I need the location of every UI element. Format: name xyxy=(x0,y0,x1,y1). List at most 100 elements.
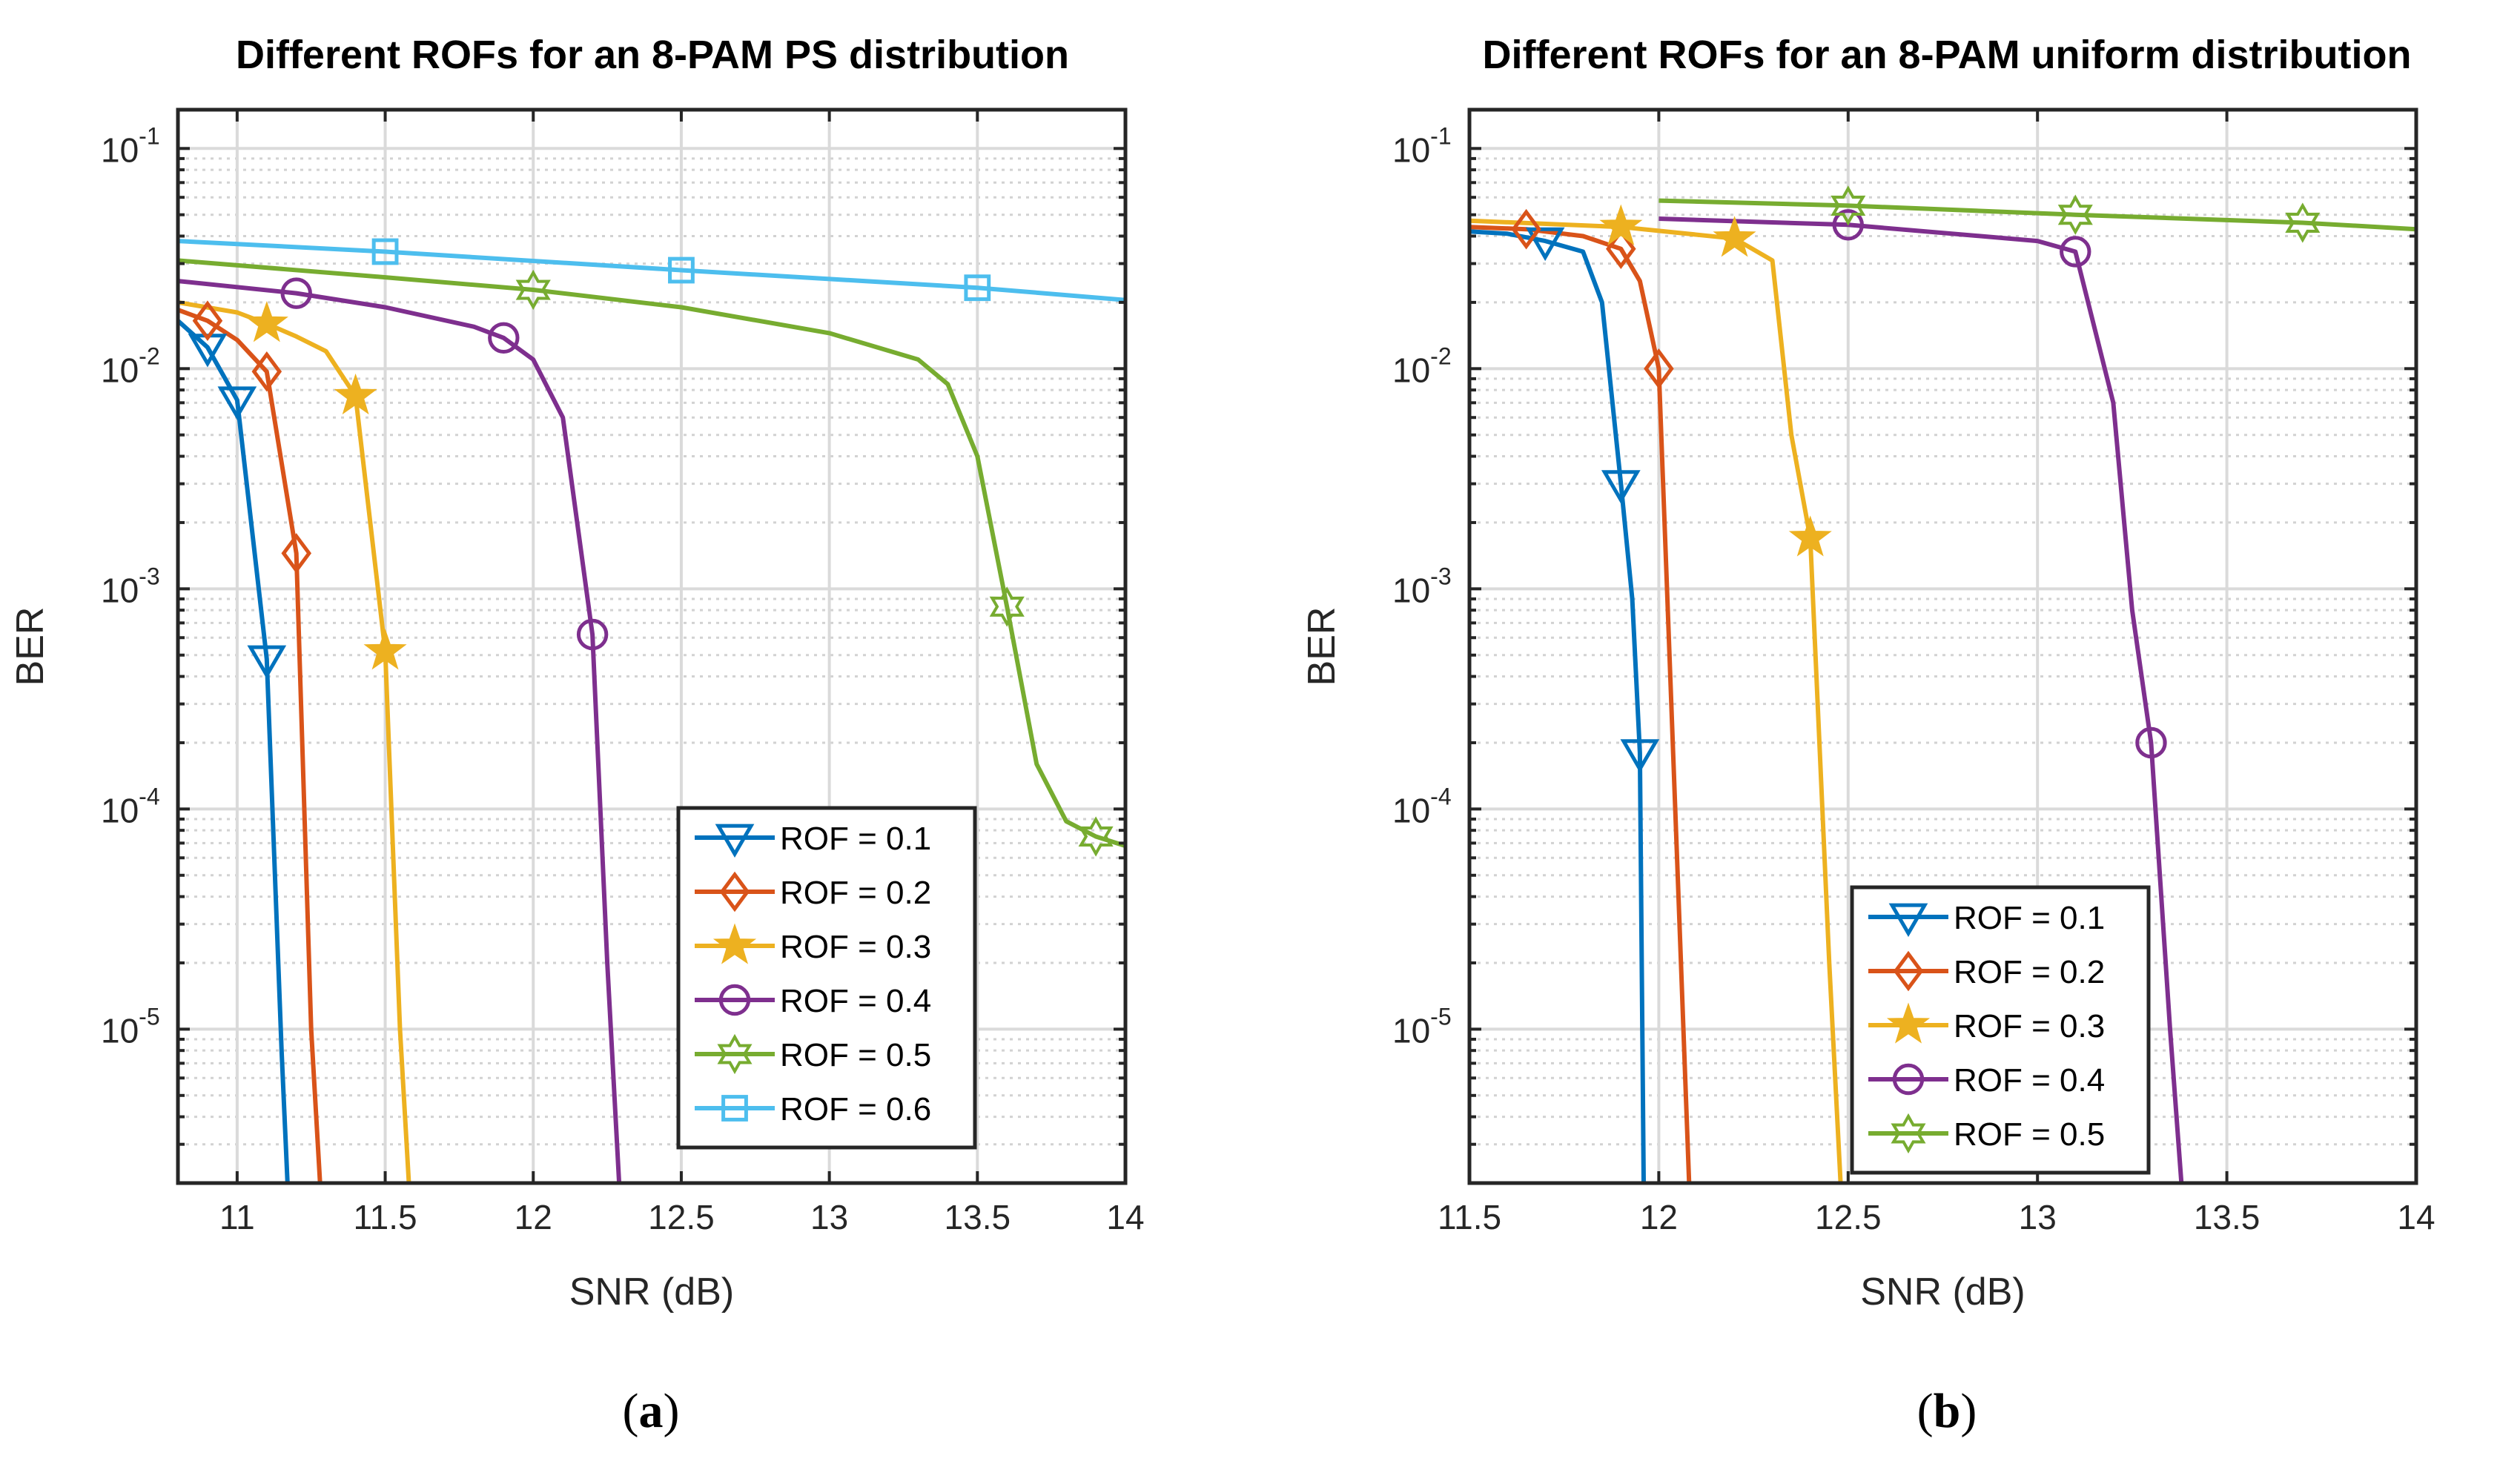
legend-box xyxy=(676,806,977,1150)
data-point-marker xyxy=(488,322,520,354)
legend-label: ROF = 0.4 xyxy=(780,983,931,1019)
x-tick-label: 13 xyxy=(2019,1198,2057,1236)
y-tick-label: 10-1 xyxy=(1392,122,1452,169)
data-point-marker xyxy=(515,269,551,311)
data-point-marker xyxy=(363,629,407,670)
x-tick-label: 12.5 xyxy=(1815,1198,1882,1236)
data-point-marker xyxy=(668,256,695,284)
legend-marker xyxy=(1892,1063,1925,1096)
series-line-01 xyxy=(178,319,290,1183)
legend-marker xyxy=(1888,903,1928,937)
legend: ROF = 0.1 ROF = 0.2 ROF = 0.3 ROF = 0.4 ROF … xyxy=(676,806,977,1150)
chart-title: Different ROFs for an 8-PAM uniform dist… xyxy=(1483,33,2412,77)
data-point-marker xyxy=(1525,227,1565,262)
legend-label: ROF = 0.1 xyxy=(780,821,931,857)
data-point-marker xyxy=(245,301,288,342)
data-point-marker xyxy=(1606,228,1636,270)
legend-label: ROF = 0.3 xyxy=(1954,1008,2105,1044)
x-axis-label: SNR (dB) xyxy=(1860,1271,2025,1314)
x-tick-label: 11 xyxy=(219,1198,255,1236)
legend-label: ROF = 0.1 xyxy=(1954,900,2105,936)
y-tick-label: 10-5 xyxy=(1392,1003,1452,1050)
data-point-marker xyxy=(247,645,287,679)
legend-marker xyxy=(719,871,750,912)
x-tick-label: 11.5 xyxy=(354,1198,417,1236)
x-tick-label: 11.5 xyxy=(1438,1198,1501,1236)
x-tick-label: 12.5 xyxy=(648,1198,715,1236)
series-line-03 xyxy=(1469,218,1843,1183)
data-point-marker xyxy=(281,533,312,574)
data-point-marker xyxy=(576,618,609,651)
series-line-02 xyxy=(178,308,323,1183)
panel-b: 11.5 12 12.5 13 13.5 14 10-1 10-2 10-3 10-4 10-5 Di… xyxy=(1300,33,2435,1438)
y-tick-label: 10-2 xyxy=(101,342,160,389)
series-line-05 xyxy=(1658,198,2416,232)
x-tick-label: 14 xyxy=(2397,1198,2435,1236)
data-point-marker xyxy=(1831,185,1866,226)
data-point-marker xyxy=(1599,204,1643,245)
chart-title: Different ROFs for an 8-PAM PS distribut… xyxy=(236,33,1069,77)
series-line-04 xyxy=(178,279,622,1183)
series-line-05 xyxy=(178,258,1125,848)
x-tick-label: 13.5 xyxy=(2194,1198,2261,1236)
y-tick-label: 10-4 xyxy=(101,783,160,829)
y-axis-label: BER xyxy=(1300,607,1343,686)
data-point-marker xyxy=(192,300,223,342)
y-tick-label: 10-4 xyxy=(1392,783,1452,829)
data-point-marker xyxy=(217,386,257,420)
series-group xyxy=(1469,185,2416,1183)
panel-caption: (a) xyxy=(623,1384,680,1438)
data-point-marker xyxy=(1078,816,1114,857)
legend-marker xyxy=(1893,950,1924,992)
panel-caption: (b) xyxy=(1917,1384,1977,1438)
legend-marker xyxy=(712,923,757,964)
data-point-marker xyxy=(1832,209,1865,241)
legend-label: ROF = 0.2 xyxy=(1954,954,2105,990)
data-point-marker xyxy=(334,373,377,415)
grid xyxy=(178,110,1127,1185)
legend-label: ROF = 0.5 xyxy=(1954,1116,2105,1153)
data-point-marker xyxy=(1601,470,1641,504)
legend-label: ROF = 0.5 xyxy=(780,1037,931,1073)
legend-label: ROF = 0.2 xyxy=(780,875,931,911)
y-axis-label: BER xyxy=(9,607,52,686)
legend-label: ROF = 0.4 xyxy=(1954,1062,2105,1099)
data-point-marker xyxy=(371,238,399,265)
x-tick-label: 13.5 xyxy=(945,1198,1011,1236)
data-point-marker xyxy=(2285,202,2321,243)
y-tick-label: 10-1 xyxy=(101,122,160,169)
legend-marker xyxy=(715,824,755,858)
data-point-marker xyxy=(964,274,991,302)
data-point-marker xyxy=(280,277,312,309)
data-point-marker xyxy=(2057,194,2093,235)
series-line-03 xyxy=(178,299,411,1183)
legend-marker xyxy=(718,984,751,1016)
ticks xyxy=(1468,110,2418,1185)
data-point-marker xyxy=(2060,236,2091,268)
legend-label: ROF = 0.3 xyxy=(780,929,931,965)
legend-marker xyxy=(1886,1002,1931,1044)
axes-box xyxy=(176,107,1128,1185)
axes-box xyxy=(1467,107,2418,1185)
data-point-marker xyxy=(2135,726,2167,759)
y-tick-label: 10-3 xyxy=(101,563,160,609)
x-tick-label: 12 xyxy=(515,1198,552,1236)
legend-marker xyxy=(1891,1113,1926,1154)
legend-marker xyxy=(721,1095,748,1122)
legend: ROF = 0.1 ROF = 0.2 ROF = 0.3 ROF = 0.4 ROF … xyxy=(1850,885,2151,1175)
y-tick-label: 10-3 xyxy=(1392,563,1452,609)
data-point-marker xyxy=(1713,216,1756,257)
series-group xyxy=(178,238,1125,1183)
x-tick-label: 12 xyxy=(1640,1198,1678,1236)
x-tick-label: 13 xyxy=(810,1198,848,1236)
data-point-marker xyxy=(1511,208,1541,250)
panel-a: 11 11.5 12 12.5 13 13.5 14 10-1 10-2 10-3 10-4 10-5… xyxy=(9,33,1145,1438)
legend-marker xyxy=(717,1033,753,1075)
ticks xyxy=(178,110,1127,1185)
y-tick-label: 10-2 xyxy=(1392,342,1452,389)
legend-label: ROF = 0.6 xyxy=(780,1091,931,1127)
y-tick-label: 10-5 xyxy=(101,1003,160,1050)
x-axis-label: SNR (dB) xyxy=(569,1271,734,1314)
series-line-04 xyxy=(1658,216,2184,1183)
